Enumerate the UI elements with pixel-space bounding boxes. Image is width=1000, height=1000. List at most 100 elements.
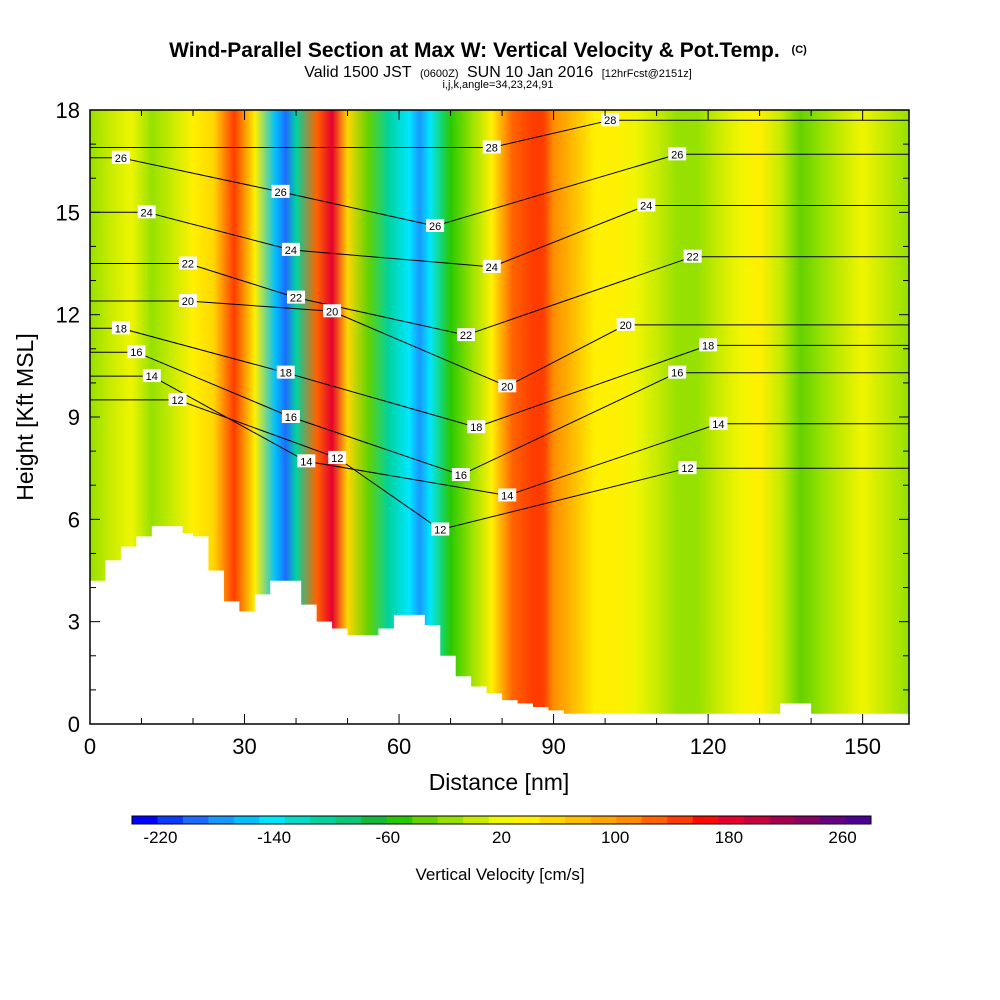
theta-label-box xyxy=(111,321,130,335)
x-tick-label: 90 xyxy=(541,734,565,759)
theta-label-box xyxy=(709,416,728,430)
y-axis: 0 3 6 9 12 15 18 xyxy=(56,98,909,737)
theta-label-18: 18 xyxy=(276,365,295,380)
theta-label-box xyxy=(137,205,156,219)
theta-label-text: 16 xyxy=(671,368,683,380)
theta-label-20: 20 xyxy=(323,304,342,318)
theta-contour-22 xyxy=(90,256,909,336)
theta-label-text: 12 xyxy=(331,453,343,465)
theta-label-box xyxy=(637,198,656,212)
theta-label-20: 20 xyxy=(616,317,635,332)
colorbar-swatch xyxy=(539,816,566,824)
subtitle-indices: i,j,k,angle=34,23,24,91 xyxy=(442,79,553,91)
theta-label-text: 12 xyxy=(434,525,446,537)
colorbar-title: Vertical Velocity [cm/s] xyxy=(415,865,584,884)
theta-label-text: 14 xyxy=(712,419,724,431)
theta-label-22: 22 xyxy=(683,249,702,264)
theta-label-text: 20 xyxy=(182,296,194,308)
theta-label-text: 16 xyxy=(455,470,467,482)
theta-label-26: 26 xyxy=(271,184,290,199)
theta-label-text: 26 xyxy=(274,187,286,199)
colorbar-swatch xyxy=(641,816,668,824)
colorbar-swatch xyxy=(182,816,209,824)
theta-label-16: 16 xyxy=(281,410,300,424)
theta-label-text: 16 xyxy=(285,412,297,424)
theta-contour-12 xyxy=(90,399,909,531)
colorbar-swatch xyxy=(437,816,464,824)
colorbar-tick-label: 180 xyxy=(715,828,743,847)
chart-title-main: Wind-Parallel Section at Max W: Vertical… xyxy=(169,39,780,62)
colorbar-swatch xyxy=(310,816,337,824)
theta-label-24: 24 xyxy=(482,259,501,274)
x-tick-label: 120 xyxy=(690,734,727,759)
theta-label-text: 18 xyxy=(280,368,292,380)
theta-label-text: 24 xyxy=(285,245,297,257)
subtitle-valid: Valid 1500 JST xyxy=(304,64,412,81)
theta-label-box xyxy=(281,410,300,423)
theta-label-20: 20 xyxy=(498,379,517,393)
theta-label-22: 22 xyxy=(178,256,197,271)
colorbar-swatch xyxy=(132,816,158,824)
theta-label-26: 26 xyxy=(111,150,130,165)
colorbar-tick-label: 20 xyxy=(492,828,511,847)
theta-label-box xyxy=(482,140,501,154)
theta-label-text: 24 xyxy=(486,262,498,274)
theta-label-box xyxy=(678,461,697,475)
theta-label-16: 16 xyxy=(451,467,470,482)
terrain xyxy=(90,526,909,724)
x-axis: 0 30 60 90 120 150 xyxy=(84,110,881,759)
theta-label-box xyxy=(467,420,486,434)
theta-label-14: 14 xyxy=(498,488,517,502)
y-tick-label: 15 xyxy=(56,200,80,225)
theta-label-box xyxy=(127,345,146,359)
colorbar-swatch xyxy=(769,816,795,824)
theta-label-box xyxy=(668,147,687,161)
theta-label-text: 12 xyxy=(171,395,183,407)
theta-label-box xyxy=(457,328,476,342)
theta-label-28: 28 xyxy=(601,113,620,127)
theta-label-box xyxy=(498,488,517,502)
theta-label-22: 22 xyxy=(287,290,306,305)
x-tick-label: 0 xyxy=(84,734,96,759)
theta-label-14: 14 xyxy=(709,416,728,431)
theta-label-18: 18 xyxy=(467,420,486,434)
colorbar-swatch xyxy=(157,816,184,824)
subtitle-zulu: (0600Z) xyxy=(420,68,459,80)
theta-label-box xyxy=(683,249,702,263)
theta-label-16: 16 xyxy=(127,345,146,359)
theta-label-box xyxy=(426,218,445,232)
theta-label-box xyxy=(498,379,517,393)
theta-label-text: 12 xyxy=(681,463,693,475)
y-tick-label: 9 xyxy=(68,405,80,430)
x-tick-label: 30 xyxy=(232,734,256,759)
theta-label-box xyxy=(297,454,316,468)
theta-label-text: 22 xyxy=(290,293,302,305)
theta-label-box xyxy=(482,259,501,273)
theta-label-text: 22 xyxy=(460,330,472,342)
subtitle-date: SUN 10 Jan 2016 xyxy=(467,64,593,81)
y-tick-label: 3 xyxy=(68,610,80,635)
plot-area: 2624222018161412262422201816121428262422… xyxy=(90,110,909,724)
theta-label-text: 22 xyxy=(687,252,699,264)
theta-label-16: 16 xyxy=(668,365,687,380)
colorbar-swatch xyxy=(845,816,872,824)
colorbar-swatch xyxy=(412,816,439,824)
colorbar-swatch xyxy=(565,816,591,824)
theta-label-text: 14 xyxy=(300,456,312,468)
theta-label-box xyxy=(451,467,470,481)
y-tick-label: 12 xyxy=(56,303,80,328)
colorbar-swatch xyxy=(233,816,260,824)
theta-label-box xyxy=(178,256,197,270)
theta-label-text: 18 xyxy=(115,323,127,335)
y-tick-label: 18 xyxy=(56,98,80,123)
theta-label-text: 24 xyxy=(640,201,652,213)
theta-label-box xyxy=(142,369,161,383)
theta-label-26: 26 xyxy=(668,147,687,161)
chart-subtitle: Valid 1500 JST (0600Z) SUN 10 Jan 2016 [… xyxy=(304,64,692,81)
theta-contour-24 xyxy=(90,205,909,268)
theta-label-14: 14 xyxy=(297,454,316,468)
colorbar-swatch xyxy=(667,816,693,824)
theta-label-text: 16 xyxy=(130,347,142,359)
theta-label-text: 20 xyxy=(501,381,513,393)
